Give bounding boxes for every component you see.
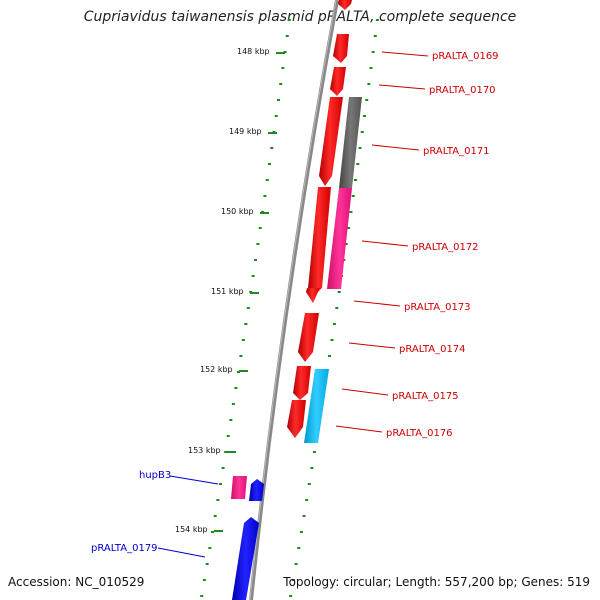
kbp-label: 150 kbp	[221, 207, 254, 216]
gene-arrow-reverse[interactable]	[232, 517, 259, 600]
right-gene-labels: pRALTA_0169 pRALTA_0170 pRALTA_0171 pRAL…	[335, 51, 499, 439]
gene-label-pralta-0172[interactable]: pRALTA_0172	[412, 242, 479, 253]
gene-box-pink[interactable]	[327, 188, 352, 289]
gene-box-cyan[interactable]	[304, 369, 329, 443]
gene-arrow[interactable]	[319, 97, 343, 186]
gene-label-pralta-0173[interactable]: pRALTA_0173	[404, 302, 471, 313]
kbp-label: 153 kbp	[188, 446, 221, 455]
gene-box-grey[interactable]	[339, 97, 362, 188]
left-gene-labels: hupB3 pRALTA_0179	[91, 470, 219, 558]
kbp-label: 149 kbp	[229, 127, 262, 136]
gene-arrow[interactable]	[330, 67, 346, 96]
topology-text: Topology: circular; Length: 557,200 bp; …	[283, 575, 590, 589]
gene-label-pralta-0170[interactable]: pRALTA_0170	[429, 85, 496, 96]
kbp-scale: 148 kbp 149 kbp 150 kbp 151 kbp 152 kbp …	[175, 47, 285, 534]
gene-label-pralta-0175[interactable]: pRALTA_0175	[392, 391, 459, 402]
gene-label-pralta-0174[interactable]: pRALTA_0174	[399, 344, 466, 355]
gene-box-hupb3[interactable]	[231, 476, 247, 499]
gene-arrow[interactable]	[287, 400, 306, 438]
accession-text: Accession: NC_010529	[8, 575, 145, 589]
kbp-label: 152 kbp	[200, 365, 233, 374]
gene-arrow[interactable]	[306, 288, 320, 303]
gene-arrow[interactable]	[333, 34, 349, 63]
right-tick-ring	[289, 19, 379, 597]
left-tick-ring	[200, 19, 291, 597]
gene-label-hupb3[interactable]: hupB3	[139, 470, 171, 481]
forward-genes	[287, 0, 352, 438]
gene-label-pralta-0169[interactable]: pRALTA_0169	[432, 51, 499, 62]
gene-label-pralta-0176[interactable]: pRALTA_0176	[386, 428, 453, 439]
backbone-line	[249, 0, 339, 600]
gene-arrow[interactable]	[293, 366, 311, 400]
kbp-label: 154 kbp	[175, 525, 208, 534]
map-title: Cupriavidus taiwanensis plasmid pRALTA, …	[83, 9, 517, 25]
gene-label-pralta-0179[interactable]: pRALTA_0179	[91, 543, 158, 554]
gene-arrow[interactable]	[298, 313, 319, 362]
kbp-label: 151 kbp	[211, 287, 244, 296]
gene-arrow[interactable]	[308, 187, 331, 296]
gene-arrow[interactable]	[338, 0, 352, 10]
gene-label-pralta-0171[interactable]: pRALTA_0171	[423, 146, 490, 157]
kbp-label: 148 kbp	[237, 47, 270, 56]
gene-arrow-reverse[interactable]	[249, 479, 264, 501]
